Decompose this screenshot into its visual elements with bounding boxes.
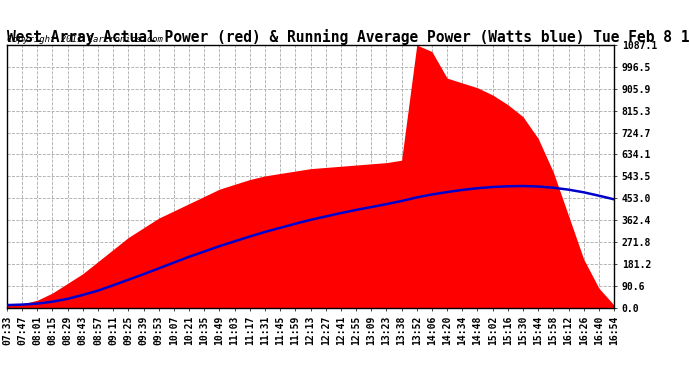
Text: Copyright 2011 Cartronics.com: Copyright 2011 Cartronics.com [7, 35, 163, 44]
Text: West Array Actual Power (red) & Running Average Power (Watts blue) Tue Feb 8 17:: West Array Actual Power (red) & Running … [7, 29, 690, 45]
